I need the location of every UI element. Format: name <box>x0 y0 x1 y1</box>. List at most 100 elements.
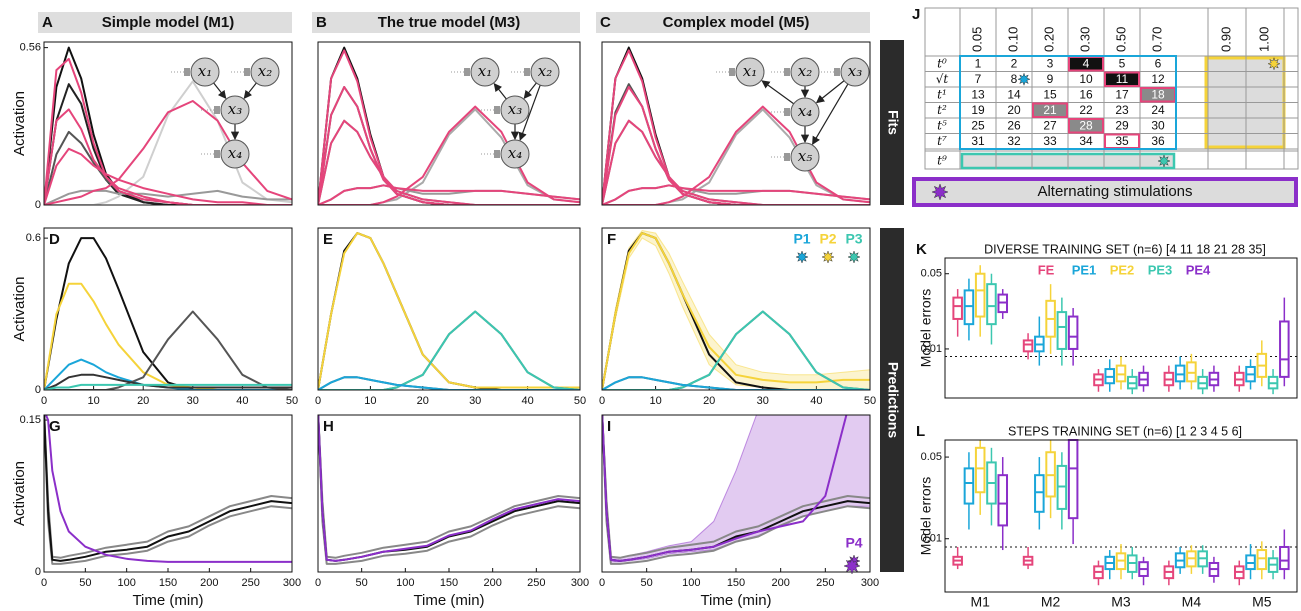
network-node <box>790 142 820 172</box>
series-line <box>602 86 870 205</box>
plot-frame <box>601 41 871 206</box>
x-tick-label: M4 <box>1182 594 1202 610</box>
panel-header <box>312 12 580 33</box>
plot-frame <box>43 227 293 391</box>
panel-letter: F <box>607 231 616 248</box>
x-tick-label: 250 <box>241 577 259 589</box>
cell-number: 25 <box>971 118 985 132</box>
series-line <box>318 415 580 559</box>
box <box>997 474 1009 527</box>
cell-number: 2 <box>1011 56 1018 70</box>
panel-letter: G <box>49 418 61 435</box>
series-line <box>44 237 292 390</box>
series-line <box>318 310 580 390</box>
series-line <box>602 415 848 562</box>
input-box <box>214 106 220 114</box>
network-edge <box>523 82 537 100</box>
series-line <box>602 376 870 390</box>
network-node <box>190 57 220 87</box>
box <box>1067 315 1079 350</box>
row-label: t⁹ <box>937 154 947 168</box>
panel-header <box>596 12 870 33</box>
panel-letter: A <box>42 14 53 31</box>
cell-number: 26 <box>1007 118 1021 132</box>
x-tick-label: 20 <box>137 395 149 407</box>
cell-fill <box>1069 119 1103 133</box>
cell-number: 32 <box>1007 134 1021 148</box>
series-line <box>602 232 870 390</box>
star-icon <box>821 250 835 264</box>
box <box>974 272 986 318</box>
series-line <box>318 415 580 562</box>
series-line <box>44 415 292 559</box>
cell-number: 34 <box>1079 134 1093 148</box>
y-tick-label: 0.05 <box>921 268 942 280</box>
box <box>974 446 986 494</box>
legend-label: FE <box>1038 262 1055 277</box>
x-tick-label: 50 <box>641 577 653 589</box>
node-label: x₂ <box>538 62 552 80</box>
cell-number: 18 <box>1151 87 1165 101</box>
x-tick-label: 0 <box>599 395 605 407</box>
network-edge <box>243 82 257 100</box>
column-label: 0.30 <box>1077 27 1092 52</box>
x-tick-label: 40 <box>521 395 533 407</box>
x-tick-label: 20 <box>703 395 715 407</box>
panel-letter: L <box>916 423 925 440</box>
box <box>986 283 997 326</box>
cell-number: 3 <box>1047 56 1054 70</box>
y-tick-label: 0.01 <box>921 533 942 545</box>
legend-label: P3 <box>845 231 862 247</box>
column-label: 0.50 <box>1113 27 1128 52</box>
column-label: 0.90 <box>1218 27 1233 52</box>
x-tick-label: 50 <box>79 577 91 589</box>
network-node <box>220 139 250 169</box>
series-line <box>44 383 292 390</box>
input-box <box>784 68 790 76</box>
confidence-band <box>602 229 870 390</box>
cell-fill <box>1069 57 1103 71</box>
input-box <box>244 68 250 76</box>
row-label: t² <box>937 103 947 117</box>
network-edge <box>761 80 795 105</box>
x-tick-label: 0 <box>599 577 605 589</box>
legend-label: PE4 <box>1186 262 1211 277</box>
box <box>1256 549 1268 571</box>
x-tick-label: 0 <box>315 577 321 589</box>
node-label: x₃ <box>508 100 522 118</box>
plot-frame <box>601 227 871 391</box>
x-tick-label: 200 <box>771 577 789 589</box>
cell-number: 8 <box>1011 72 1018 86</box>
x-tick-label: M2 <box>1041 594 1061 610</box>
input-box <box>464 68 470 76</box>
input-box <box>834 68 840 76</box>
cell-number: 6 <box>1155 56 1162 70</box>
cell-fill <box>1033 103 1067 117</box>
column-label: 0.20 <box>1041 27 1056 52</box>
cell-number: 15 <box>1043 87 1057 101</box>
plot-frame <box>317 227 581 391</box>
x-tick-label: 150 <box>727 577 745 589</box>
x-axis-label: Time (min) <box>413 592 484 609</box>
input-box <box>494 150 500 158</box>
series-line <box>44 415 292 562</box>
star-icon <box>1157 154 1171 168</box>
series-line <box>44 358 292 390</box>
plot-frame <box>944 439 1298 593</box>
cell-number: 7 <box>975 72 982 86</box>
node-label: x₄ <box>228 144 242 162</box>
star-icon <box>931 183 949 201</box>
series-line <box>318 376 580 390</box>
x-tick-label: 150 <box>440 577 458 589</box>
y-axis-label: Activation <box>11 276 28 341</box>
x-tick-label: 200 <box>200 577 218 589</box>
series-line <box>602 415 870 559</box>
x-tick-label: 50 <box>574 395 586 407</box>
panel-letter: I <box>607 418 611 435</box>
y-tick-label: 0.01 <box>921 343 942 355</box>
x-tick-label: 20 <box>417 395 429 407</box>
panel-letter: H <box>323 418 334 435</box>
series-line <box>44 46 292 205</box>
input-box <box>729 68 735 76</box>
panel-letter: B <box>316 14 327 31</box>
